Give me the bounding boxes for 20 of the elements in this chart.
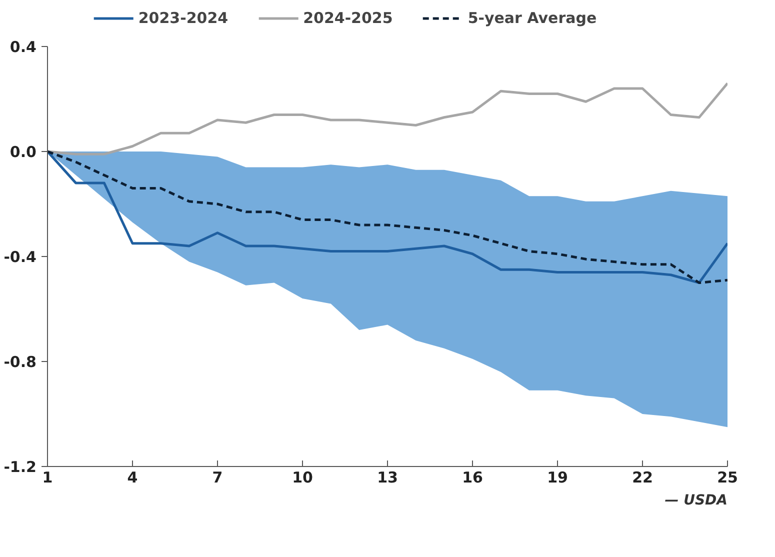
x-tick-label: 13: [377, 468, 398, 486]
line-series: [48, 82, 728, 156]
x-tick-label: 16: [462, 468, 483, 486]
legend-label: 5-year Average: [468, 9, 597, 27]
legend-label: 2024-2025: [303, 9, 393, 27]
x-tick-label: 19: [547, 468, 568, 486]
y-tick-label: -1.2: [4, 458, 37, 476]
y-tick-label: -0.4: [4, 248, 37, 266]
y-tick-label: 0.0: [10, 143, 37, 161]
x-tick-label: 7: [212, 468, 223, 486]
x-tick-label: 22: [632, 468, 653, 486]
x-tick-label: 10: [292, 468, 313, 486]
y-tick-label: 0.4: [10, 38, 37, 56]
line-series: [48, 150, 728, 284]
x-tick-label: 4: [127, 468, 138, 486]
text: — USDA: [664, 492, 728, 508]
x-tick-label: 25: [717, 468, 738, 486]
y-tick-label: -0.8: [4, 353, 37, 371]
x-tick-label: 1: [42, 468, 53, 486]
legend-label: 2023-2024: [138, 9, 228, 27]
